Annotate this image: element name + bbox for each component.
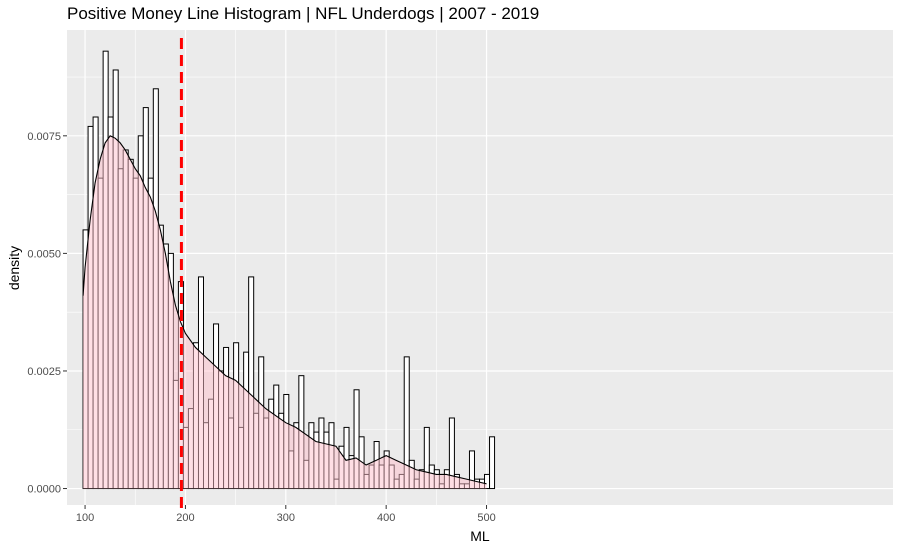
y-axis-ticks: 0.0000 0.0025 0.0050 0.0075 [27, 131, 67, 496]
x-tick-label: 200 [176, 512, 194, 524]
x-tick-label: 100 [76, 512, 94, 524]
density-line [82, 135, 487, 485]
y-tick-label: 0.0025 [27, 366, 61, 378]
x-tick-label: 300 [277, 512, 295, 524]
x-axis-ticks: 100 200 300 400 500 [76, 505, 496, 524]
x-axis-title: ML [470, 528, 490, 544]
histogram-bar [489, 436, 496, 490]
y-tick-label: 0.0075 [27, 131, 61, 143]
y-tick-label: 0.0000 [27, 484, 61, 496]
y-axis-title: density [6, 246, 22, 290]
x-tick-label: 500 [477, 512, 495, 524]
y-tick-label: 0.0050 [27, 248, 61, 260]
density-area [83, 135, 487, 489]
x-tick-label: 400 [377, 512, 395, 524]
chart-title: Positive Money Line Histogram | NFL Unde… [67, 4, 540, 23]
